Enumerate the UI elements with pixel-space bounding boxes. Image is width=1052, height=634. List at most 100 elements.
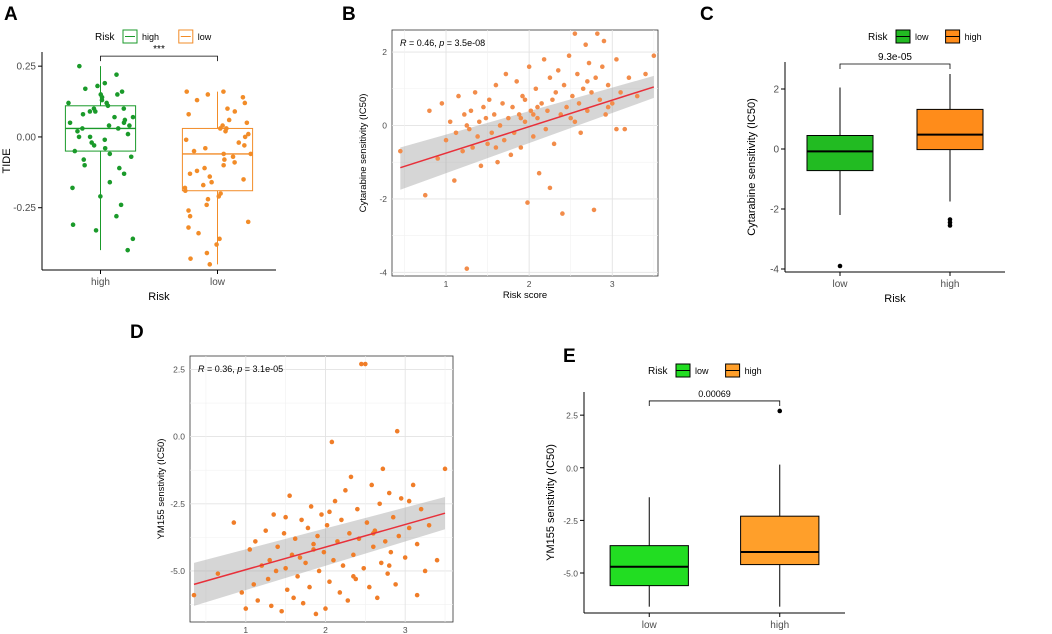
- data-point: [651, 53, 657, 59]
- y-tick-label: 0: [773, 145, 779, 156]
- data-point: [531, 112, 536, 117]
- x-tick-label: low: [642, 620, 658, 631]
- y-tick-label: 2.5: [173, 364, 185, 374]
- data-point: [337, 590, 343, 595]
- data-point: [351, 552, 356, 558]
- data-point-high: [80, 111, 86, 117]
- data-point-low: [248, 151, 254, 157]
- data-point: [541, 57, 547, 62]
- data-point: [580, 86, 586, 92]
- data-point: [215, 571, 221, 576]
- y-tick-label: -4: [379, 267, 387, 277]
- data-point: [550, 97, 555, 103]
- data-point-low: [207, 174, 213, 179]
- data-point-high: [66, 100, 71, 106]
- data-point: [327, 509, 332, 515]
- confidence-ribbon: [193, 497, 446, 606]
- data-point-low: [214, 242, 219, 247]
- data-point: [497, 123, 503, 128]
- data-point: [614, 126, 619, 132]
- data-point: [398, 496, 404, 501]
- data-point: [303, 560, 308, 566]
- significance-bracket: [100, 55, 218, 62]
- data-point: [561, 82, 567, 88]
- data-point: [475, 134, 480, 139]
- data-point: [572, 119, 578, 125]
- data-point-high: [102, 137, 108, 143]
- data-point-high: [112, 114, 117, 120]
- data-point: [472, 90, 478, 95]
- data-point: [568, 115, 574, 121]
- data-point: [422, 568, 428, 574]
- data-point-high: [128, 154, 134, 160]
- legend-label-low: low: [695, 366, 709, 376]
- data-point: [547, 75, 553, 81]
- data-point: [576, 101, 582, 106]
- data-point-high: [121, 120, 127, 126]
- data-point: [243, 606, 249, 611]
- y-tick-label: -5.0: [563, 569, 578, 579]
- data-point: [414, 592, 420, 598]
- significance-bracket: [839, 63, 951, 69]
- data-point-high: [130, 114, 136, 120]
- data-point: [231, 520, 237, 525]
- data-point-high: [107, 179, 113, 185]
- panel-d: D -5.0 -2.5 0.0 2.5 1 2 3 R = 0.36, p = 3.1e-05R…: [130, 322, 454, 634]
- data-point: [536, 170, 542, 176]
- data-point: [386, 490, 392, 496]
- panel-letter-b: B: [342, 4, 356, 25]
- data-point: [493, 145, 499, 150]
- p-label: p: [438, 38, 444, 48]
- y-axis-title: YM155 senstivity (IC50): [156, 439, 167, 540]
- panel-letter-e: E: [563, 346, 576, 367]
- data-point-low: [222, 157, 227, 162]
- data-point: [506, 115, 511, 121]
- x-tick-label: 1: [444, 279, 449, 289]
- data-point-high: [130, 236, 136, 242]
- data-point-low: [184, 89, 190, 94]
- data-point-high: [81, 157, 87, 162]
- data-point: [377, 501, 382, 507]
- data-point-low: [242, 143, 247, 148]
- outlier-point: [837, 263, 843, 269]
- data-point: [618, 90, 623, 95]
- data-point-high: [82, 162, 87, 168]
- data-point: [374, 595, 380, 601]
- data-point-high: [102, 145, 108, 151]
- data-point-low: [186, 225, 191, 230]
- data-point: [583, 42, 588, 47]
- data-point: [385, 571, 390, 576]
- y-tick-label: 0.25: [17, 62, 37, 73]
- data-point-low: [221, 89, 226, 94]
- data-point: [443, 137, 449, 143]
- significance-label: ***: [153, 44, 165, 55]
- y-tick-label: 0: [382, 120, 387, 130]
- y-tick-label: -2: [379, 194, 387, 204]
- data-point: [323, 606, 328, 611]
- data-point: [514, 79, 519, 84]
- box-low: [609, 545, 689, 587]
- data-point-low: [221, 151, 226, 157]
- data-point: [414, 541, 420, 547]
- data-point-low: [242, 134, 248, 140]
- y-tick-label: 2.5: [566, 411, 578, 421]
- legend-label-high: high: [965, 32, 982, 42]
- plot-panel-border: [189, 355, 454, 623]
- panel-letter-a: A: [4, 4, 18, 25]
- data-point-high: [121, 171, 127, 177]
- data-point: [279, 608, 284, 614]
- data-point: [311, 541, 316, 547]
- panel-letter-c: C: [700, 4, 714, 25]
- data-point-high: [91, 143, 97, 148]
- r-value: = 0.36,: [205, 364, 238, 374]
- data-point: [271, 512, 276, 517]
- data-point-low: [232, 109, 238, 114]
- data-point-low: [236, 140, 242, 145]
- y-axis-title: Cytarabine sensitivity (IC50): [746, 98, 758, 236]
- data-point: [555, 68, 561, 73]
- legend-label-low: low: [915, 32, 929, 42]
- x-tick-label: low: [210, 277, 226, 288]
- data-point: [410, 482, 416, 488]
- data-point: [566, 53, 572, 59]
- data-point: [305, 525, 311, 531]
